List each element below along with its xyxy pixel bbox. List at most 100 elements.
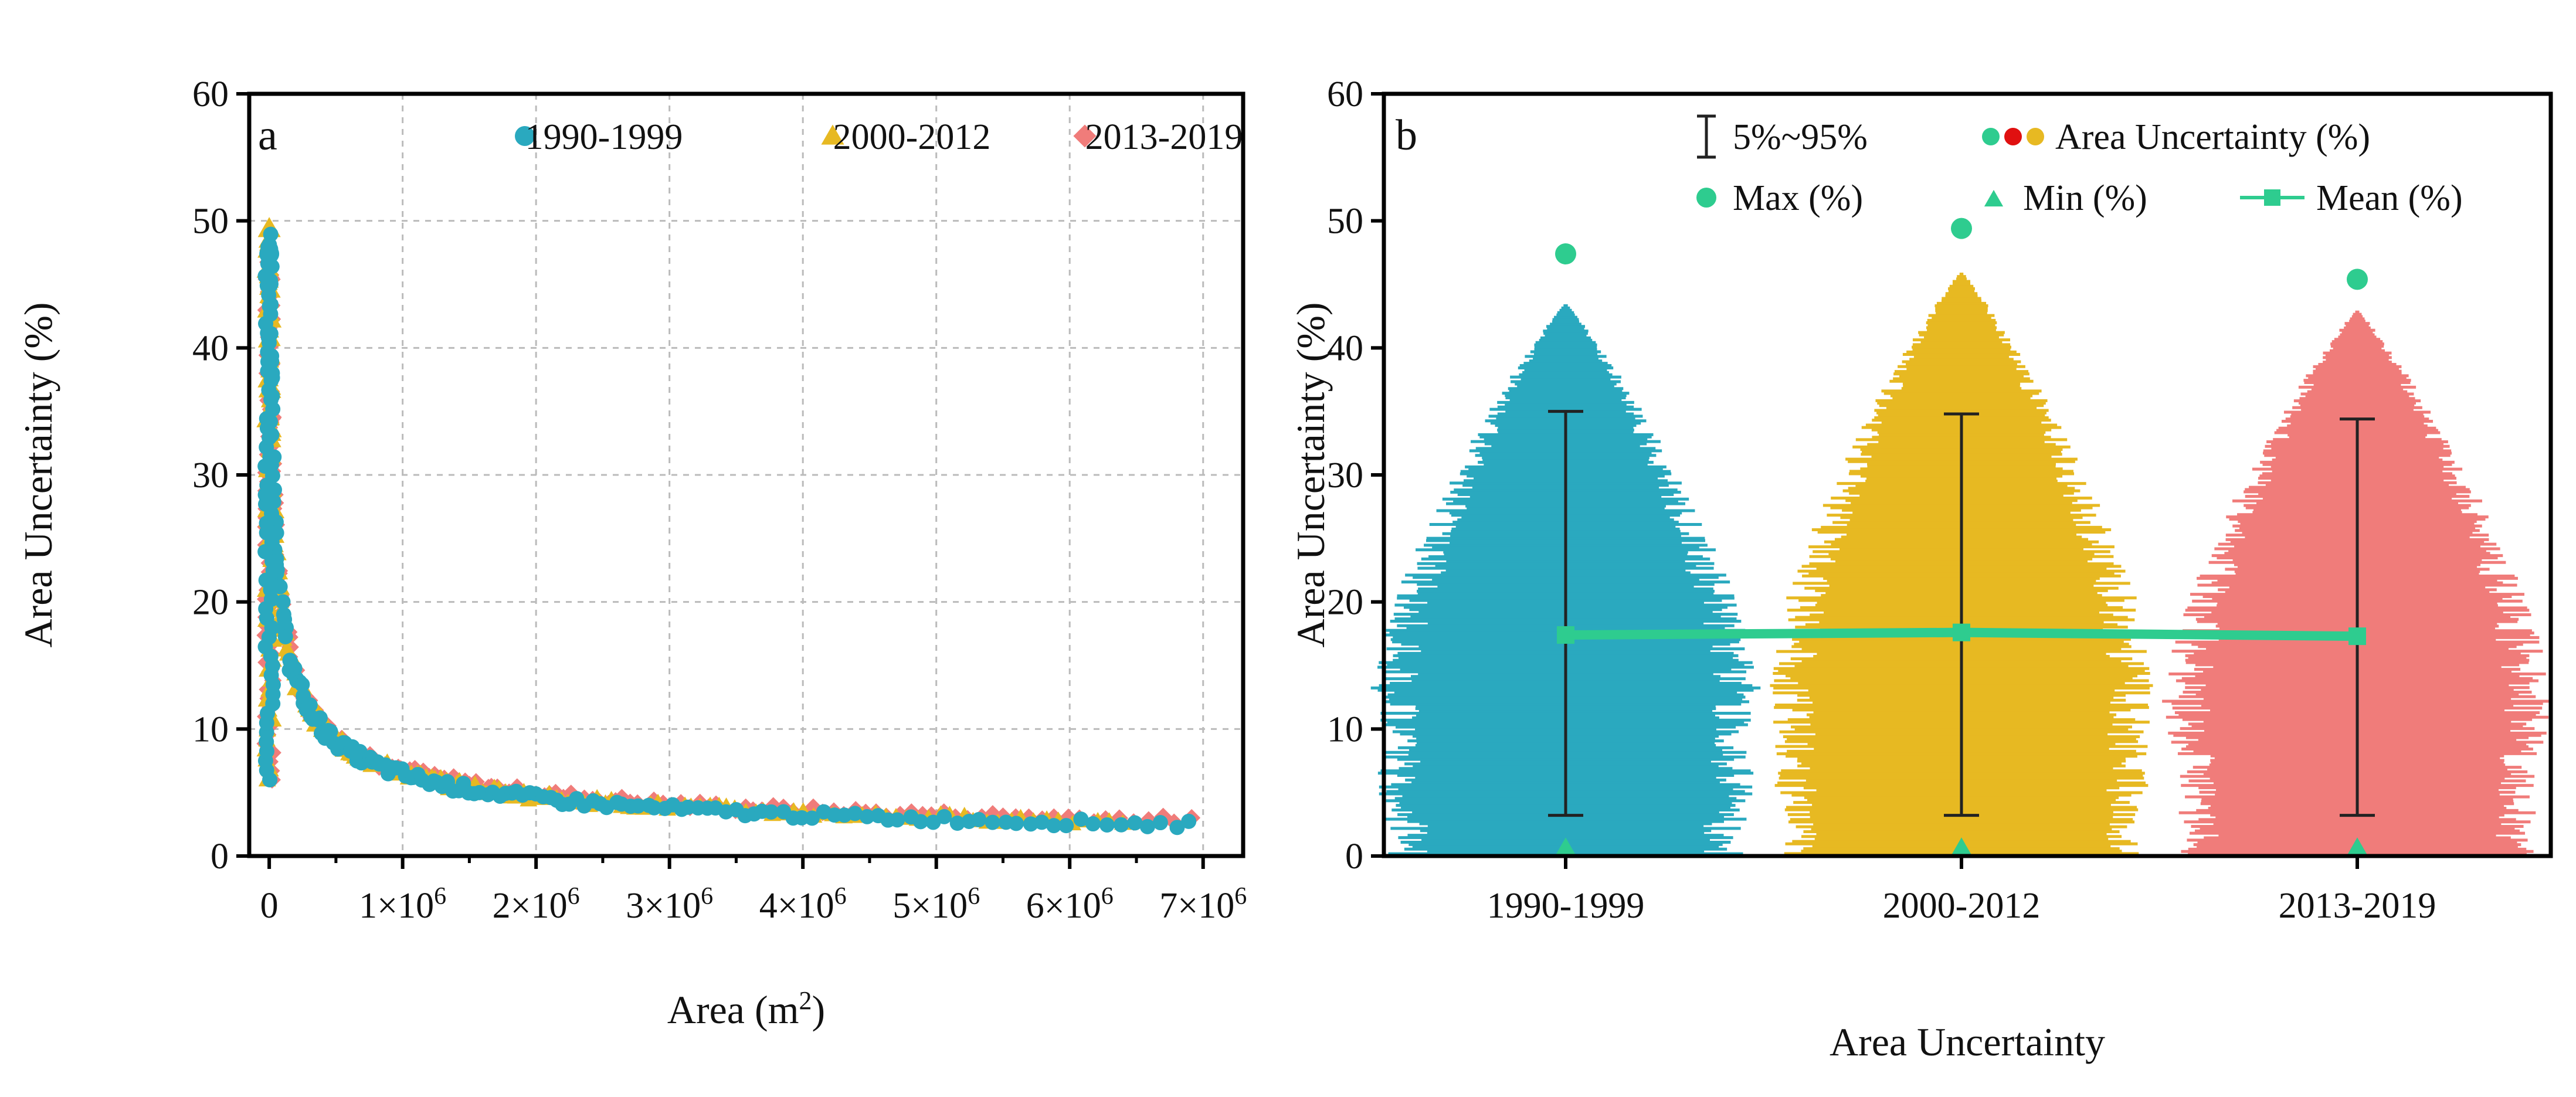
panel-a-x-tick-mantissa: 3×10 [626, 886, 701, 926]
panel-a-x-tick-exponent: 6 [968, 883, 980, 910]
panel-a-legend-label: 2013-2019 [1085, 117, 1243, 157]
panel-a-y-tick-label: 20 [192, 583, 229, 623]
panel-b-mean-line [1557, 623, 2366, 646]
panel-a-x-tick-exponent: 6 [701, 883, 713, 910]
panel-a-x-tick-mantissa: 2×10 [493, 886, 568, 926]
panel-a-data-point [1073, 811, 1089, 827]
panel-b-legend-min-marker [1984, 189, 2004, 207]
panel-a-label: a [258, 111, 277, 159]
panel-a-data-point [1008, 816, 1024, 831]
panel-b-legend-mean-label: Mean (%) [2316, 178, 2463, 218]
panel-a-x-tick-exponent: 6 [568, 883, 580, 910]
panel-a-x-tick-exponent: 6 [1234, 883, 1247, 910]
panel-b-max-point [2347, 269, 2368, 290]
panel-a-x-tick-mantissa: 1×10 [359, 886, 434, 926]
panel-a-data-point [275, 594, 291, 610]
panel-b-max-min-markers [1555, 218, 2368, 855]
panel-a-background [0, 0, 1290, 1094]
panel-a-data-point [312, 710, 328, 726]
panel-a-x-tick-mantissa: 0 [260, 886, 279, 926]
panel-a-data-point [804, 810, 820, 826]
panel-a-x-tick-exponent: 6 [434, 883, 446, 910]
panel-a-data-point [1058, 818, 1074, 834]
panel-a-data-point [1181, 813, 1197, 829]
panel-b-min-point [1555, 837, 1576, 855]
panel-b-legend-area-label: Area Uncertainty (%) [2055, 117, 2370, 157]
panel-a-x-axis-title-close: ) [812, 987, 826, 1032]
panel-b-y-axis: 0 10 20 30 40 50 60 [1327, 74, 1384, 877]
panel-b-legend-area-dot [2027, 128, 2044, 145]
panel-a-legend-marker [515, 126, 535, 146]
panel-a-y-tick-label: 0 [211, 837, 229, 877]
panel-b-max-point [1951, 218, 1972, 239]
panel-a-data-point [949, 816, 965, 831]
panel-a-x-tick-label: 6×106 [1026, 883, 1114, 926]
panel-b-x-tick-label: 2000-2012 [1883, 886, 2041, 926]
panel-b-legend-range-label: 5%~95% [1733, 117, 1868, 157]
panel-a-x-tick-label: 4×106 [759, 883, 847, 926]
panel-a-data-point [263, 226, 279, 242]
panel-a-x-tick-label: 3×106 [626, 883, 713, 926]
panel-a-y-tick-label: 50 [192, 202, 229, 242]
panel-a-data-point [1139, 818, 1155, 834]
panel-b-y-tick-label: 40 [1327, 328, 1363, 368]
panel-a-data-point [912, 814, 928, 830]
panel-b-x-axis-title: Area Uncertainty [1830, 1020, 2105, 1064]
panel-b-y-axis-title: Area Uncertainty (%) [1288, 302, 1333, 647]
panel-a-y-tick-label: 60 [192, 74, 229, 114]
panel-b-min-point [2347, 837, 2368, 855]
panel-b-range-bar [2340, 417, 2375, 817]
panel-a-y-tick-label: 40 [192, 328, 229, 368]
panel-a-data-point [1060, 808, 1077, 826]
panel-a-data-point [1099, 817, 1115, 833]
panel-a-data-point [936, 809, 952, 824]
panel-a-data-point [1085, 816, 1101, 832]
panel-b-y-tick-label: 0 [1345, 837, 1363, 877]
panel-a-data-point [890, 812, 905, 828]
panel-b-mean-point [1953, 623, 1970, 641]
panel-a-grid [249, 94, 1243, 856]
panel-b-y-tick-label: 60 [1327, 74, 1363, 114]
panel-a-data-point [277, 629, 293, 644]
panel-a-data-point [630, 798, 646, 814]
panel-b-legend-max-label: Max (%) [1733, 178, 1863, 218]
panel-a-x-tick-label: 1×106 [359, 883, 446, 926]
panel-a-x-tick-label: 7×106 [1159, 883, 1247, 926]
panel-a-y-axis: 0 10 20 30 40 50 60 [192, 74, 249, 877]
panel-b-range-bar [1944, 412, 1979, 817]
panel-a-y-axis-title: Area Uncertainty (%) [16, 302, 60, 647]
panel-b-mean-point [1557, 626, 1574, 644]
panel-a-x-tick-exponent: 6 [834, 883, 847, 910]
panel-b-legend-max-marker [1696, 188, 1716, 208]
panel-a-x-tick-mantissa: 4×10 [759, 886, 834, 926]
panel-a-x-tick-exponent: 6 [1101, 883, 1114, 910]
panel-b-max-point [1555, 243, 1576, 264]
panel-a-scatter-points [256, 217, 1201, 836]
panel-a-x-axis-title-text: Area (m [667, 987, 799, 1032]
panel-a-data-point [763, 804, 779, 820]
panel-a-x-axis-title-superscript: 2 [799, 986, 812, 1015]
panel-a-x-axis: 0 1×106 2×106 3×106 4×106 5×106 6×106 7×106 [260, 856, 1247, 926]
panel-a-data-point [1169, 820, 1185, 836]
panel-b-mean-point [2348, 627, 2366, 646]
panel-b-legend-range-icon [1697, 114, 1716, 159]
panel-a-legend-marker [821, 124, 844, 145]
panel-b-legend-mean-marker [2264, 189, 2280, 206]
panel-a-x-tick-mantissa: 7×10 [1159, 886, 1234, 926]
panel-b-y-tick-label: 30 [1327, 456, 1363, 495]
panel-a-data-point [1114, 817, 1129, 833]
panel-a-data-point [1034, 814, 1050, 830]
panel-a-legend-label: 2000-2012 [833, 117, 991, 157]
panel-b-label: b [1396, 111, 1417, 159]
panel-b-y-tick-label: 10 [1327, 709, 1363, 749]
panel-a-data-point [444, 768, 463, 786]
panel-b-violin-chart: 0 10 20 30 40 50 60 1990-1999 2000-2012 2013-201… [1288, 74, 2553, 1064]
panel-a-data-point [985, 814, 1000, 830]
panel-a-x-tick-mantissa: 6×10 [1026, 886, 1101, 926]
panel-a-data-point [1152, 815, 1168, 831]
panel-b-legend-area-dot [1982, 128, 2000, 145]
panel-a-data-point [971, 811, 987, 827]
panel-a-data-point [847, 806, 863, 821]
panel-a-x-axis-title: Area (m2) [667, 986, 825, 1033]
